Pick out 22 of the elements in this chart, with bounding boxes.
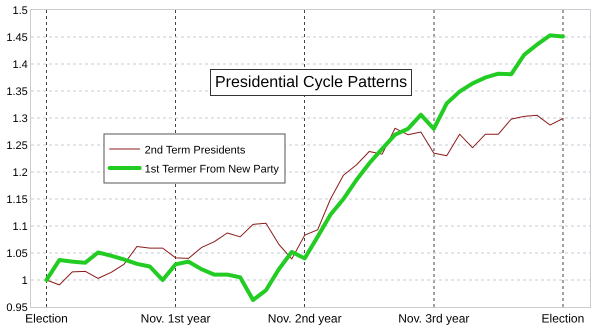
y-tick-label: 1.4 (12, 58, 28, 71)
y-tick-label: 0.95 (6, 302, 28, 314)
x-tick-label: Election (542, 311, 584, 326)
y-tick-label: 1.45 (6, 32, 28, 44)
y-tick-label: 1.35 (6, 86, 28, 98)
x-tick-label: Nov. 2nd year (268, 311, 342, 326)
y-tick-label: 1.2 (12, 166, 28, 179)
y-tick-label: 1.15 (6, 194, 28, 206)
legend-label: 2nd Term Presidents (144, 144, 246, 156)
x-tick-label: Nov. 3rd year (398, 311, 470, 326)
line-series (46, 114, 564, 286)
text: Presidential Cycle Patterns (215, 74, 408, 91)
y-tick-label: 1 (22, 274, 28, 287)
y-tick-label: 1.5 (12, 4, 28, 17)
line-series (44, 33, 565, 302)
y-tick-label: 1.3 (12, 112, 28, 125)
y-tick-label: 1.25 (6, 140, 28, 152)
y-tick-label: 1.1 (12, 220, 28, 233)
x-tick-label: Nov. 1st year (140, 311, 210, 326)
legend-label: 1st Termer From New Party (144, 163, 280, 176)
y-tick-label: 1.05 (6, 248, 28, 260)
x-tick-label: Election (25, 311, 68, 326)
